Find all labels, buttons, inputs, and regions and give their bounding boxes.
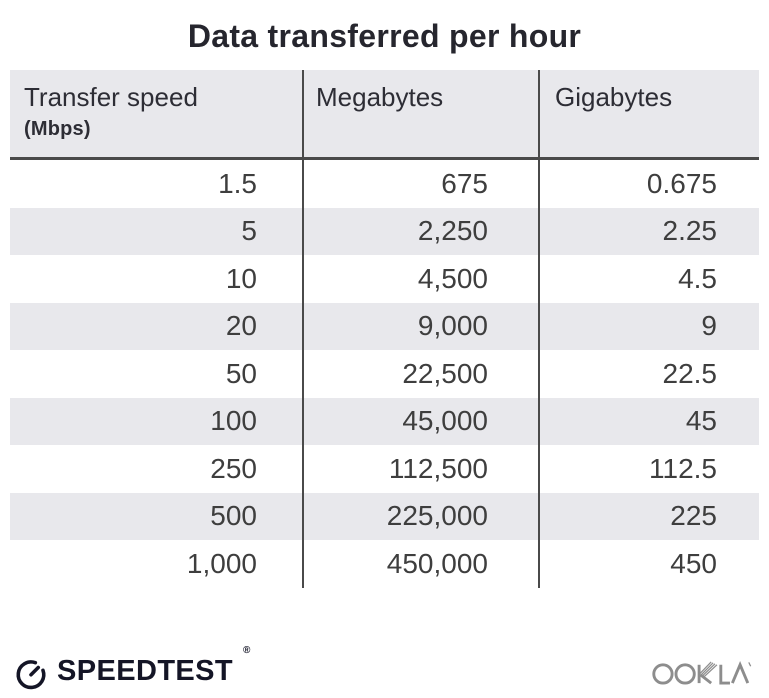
header-transfer-speed: Transfer speed (Mbps)	[10, 70, 302, 157]
registered-trademark-mark: ®	[243, 645, 251, 656]
cell-transfer-speed: 5	[241, 215, 257, 247]
cell-megabytes: 112,500	[302, 445, 538, 493]
header-megabytes: Megabytes	[302, 70, 538, 157]
header-label: Transfer speed	[24, 82, 198, 112]
ookla-logo: OOKLA	[651, 659, 753, 686]
cell-megabytes: 4,500	[302, 255, 538, 303]
cell-megabytes: 675	[302, 160, 538, 208]
speedtest-gauge-icon	[16, 660, 46, 690]
cell-megabytes: 22,500	[302, 350, 538, 398]
cell-gigabytes: 0.675	[538, 160, 759, 208]
cell-transfer-speed: 1,000	[186, 547, 257, 579]
cell-transfer-speed: 50	[225, 357, 257, 389]
table-row: 10 4,500 4.5	[10, 255, 759, 303]
table-row: 1.5 675 0.675	[10, 160, 759, 208]
footer: SPEEDTEST ® OOKLA	[14, 645, 753, 692]
cell-transfer-speed: 10	[225, 262, 257, 294]
cell-transfer-speed: 100	[210, 405, 257, 437]
cell-gigabytes: 112.5	[538, 445, 759, 493]
cell-megabytes: 2,250	[302, 207, 538, 255]
table-row: 20 9,000 9	[10, 302, 759, 350]
speedtest-logo: SPEEDTEST ®	[14, 645, 250, 690]
table-row: 50 22,500 22.5	[10, 350, 759, 398]
table-row: 5 2,250 2.25	[10, 207, 759, 255]
cell-gigabytes: 450	[538, 540, 759, 588]
cell-gigabytes: 2.25	[538, 207, 759, 255]
speedtest-wordmark: SPEEDTEST	[57, 655, 234, 687]
cell-megabytes: 450,000	[302, 540, 538, 588]
cell-transfer-speed: 20	[225, 310, 257, 342]
cell-gigabytes: 9	[538, 302, 759, 350]
cell-megabytes: 225,000	[302, 492, 538, 540]
cell-megabytes: 45,000	[302, 397, 538, 445]
table-row: 250 112,500 112.5	[10, 445, 759, 493]
cell-megabytes: 9,000	[302, 302, 538, 350]
cell-gigabytes: 225	[538, 492, 759, 540]
ookla-wordmark-icon	[652, 660, 752, 685]
cell-gigabytes: 4.5	[538, 255, 759, 303]
table-header: Transfer speed (Mbps) Megabytes Gigabyte…	[10, 70, 759, 160]
data-table: Transfer speed (Mbps) Megabytes Gigabyte…	[10, 70, 759, 588]
cell-gigabytes: 45	[538, 397, 759, 445]
header-label: Gigabytes	[555, 82, 673, 112]
cell-transfer-speed: 250	[210, 452, 257, 484]
header-sublabel: (Mbps)	[24, 118, 91, 140]
table-row: 1,000 450,000 450	[10, 540, 759, 588]
cell-gigabytes: 22.5	[538, 350, 759, 398]
table-row: 100 45,000 45	[10, 397, 759, 445]
table-row: 500 225,000 225	[10, 492, 759, 540]
page-title: Data transferred per hour	[187, 18, 582, 54]
header-gigabytes: Gigabytes	[538, 70, 759, 157]
cell-transfer-speed: 1.5	[218, 167, 257, 199]
cell-transfer-speed: 500	[210, 500, 257, 532]
header-label: Megabytes	[316, 82, 444, 112]
